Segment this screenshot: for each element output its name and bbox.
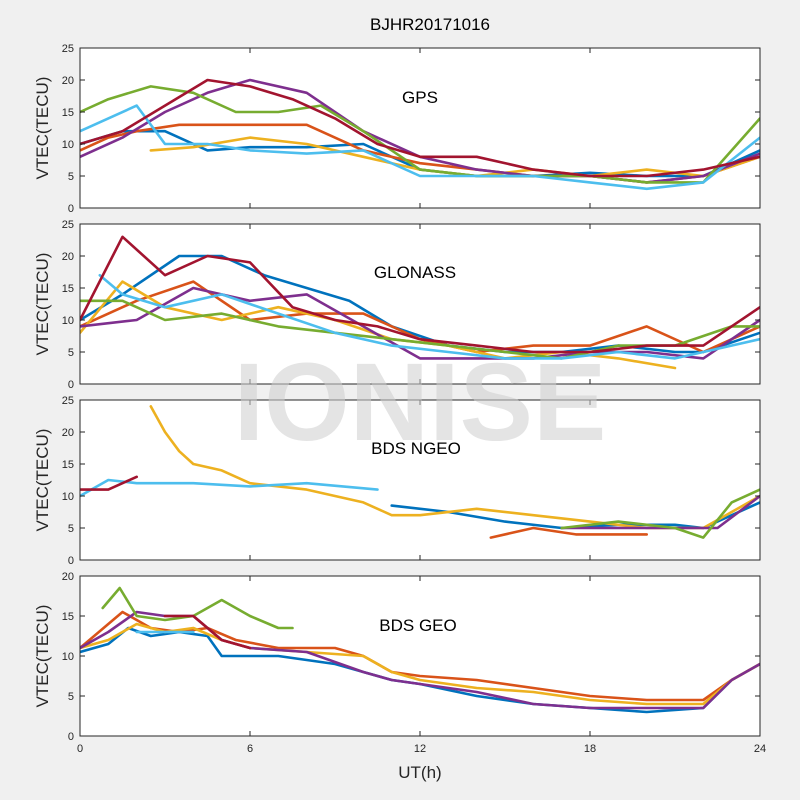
y-axis-label: VTEC(TECU) xyxy=(33,429,52,532)
y-tick-label: 0 xyxy=(68,203,74,215)
y-tick-label: 15 xyxy=(62,611,74,623)
y-tick-label: 10 xyxy=(62,315,74,327)
panel-glonass: 0 5 10 15 20 25 GLONASS VTEC(TECU) xyxy=(33,219,761,391)
panel-label: BDS NGEO xyxy=(371,439,461,458)
y-tick-label: 20 xyxy=(62,427,74,439)
y-tick-label: 25 xyxy=(62,395,74,407)
series-line-1 xyxy=(80,626,760,714)
panel-gps: 0 5 10 15 20 25 GPS VTEC(TECU) xyxy=(33,43,761,215)
x-tick-label: 6 xyxy=(247,743,253,755)
y-tick-label: 0 xyxy=(68,555,74,567)
y-tick-label: 0 xyxy=(68,731,74,743)
panel-label: BDS GEO xyxy=(379,616,456,635)
series-line-2 xyxy=(489,526,648,539)
series-line-6 xyxy=(80,478,379,498)
plot-area xyxy=(80,48,760,208)
y-axis-label: VTEC(TECU) xyxy=(33,605,52,708)
y-tick-label: 15 xyxy=(62,459,74,471)
y-tick-label: 5 xyxy=(68,691,74,703)
y-tick-label: 10 xyxy=(62,651,74,663)
plot-area xyxy=(80,576,760,736)
watermark: IONISE xyxy=(234,341,607,464)
x-tick-label: 18 xyxy=(584,743,596,755)
y-tick-label: 10 xyxy=(62,491,74,503)
y-tick-label: 0 xyxy=(68,379,74,391)
figure-title: BJHR20171016 xyxy=(370,15,490,34)
y-tick-label: 20 xyxy=(62,571,74,583)
y-axis-label: VTEC(TECU) xyxy=(33,77,52,180)
y-tick-label: 20 xyxy=(62,75,74,87)
series-line-3 xyxy=(149,405,760,530)
x-axis-label: UT(h) xyxy=(398,763,441,782)
series-line-7 xyxy=(80,235,760,354)
y-tick-label: 10 xyxy=(62,139,74,151)
y-tick-label: 25 xyxy=(62,219,74,231)
series-line-7 xyxy=(163,614,252,650)
series-group xyxy=(80,405,760,539)
y-tick-label: 15 xyxy=(62,283,74,295)
series-line-4 xyxy=(80,286,760,360)
series-group xyxy=(80,235,760,370)
series-group xyxy=(80,78,760,191)
y-tick-label: 25 xyxy=(62,43,74,55)
panel-label: GLONASS xyxy=(374,263,456,282)
panel-label: GPS xyxy=(402,88,438,107)
x-tick-label: 12 xyxy=(414,743,426,755)
series-line-7 xyxy=(80,475,138,491)
series-line-3 xyxy=(80,622,760,706)
y-tick-label: 15 xyxy=(62,107,74,119)
series-group xyxy=(80,586,760,714)
panel-bds-geo: 0 5 10 15 20 0 6 12 18 24 BDS GEO VTEC(TECU) xyxy=(33,571,766,755)
panel-bds-ngeo: 0 5 10 15 20 25 BDS NGEO VTEC(TECU) xyxy=(33,395,761,567)
y-tick-label: 5 xyxy=(68,171,74,183)
series-line-7 xyxy=(80,78,760,178)
y-tick-label: 5 xyxy=(68,523,74,535)
series-line-4 xyxy=(80,610,760,710)
y-tick-label: 20 xyxy=(62,251,74,263)
y-axis-label: VTEC(TECU) xyxy=(33,253,52,356)
x-tick-label: 0 xyxy=(77,743,83,755)
y-tick-label: 5 xyxy=(68,347,74,359)
series-line-5 xyxy=(80,85,760,184)
series-line-6 xyxy=(98,273,760,360)
series-line-5 xyxy=(560,488,760,539)
x-tick-label: 24 xyxy=(754,743,766,755)
